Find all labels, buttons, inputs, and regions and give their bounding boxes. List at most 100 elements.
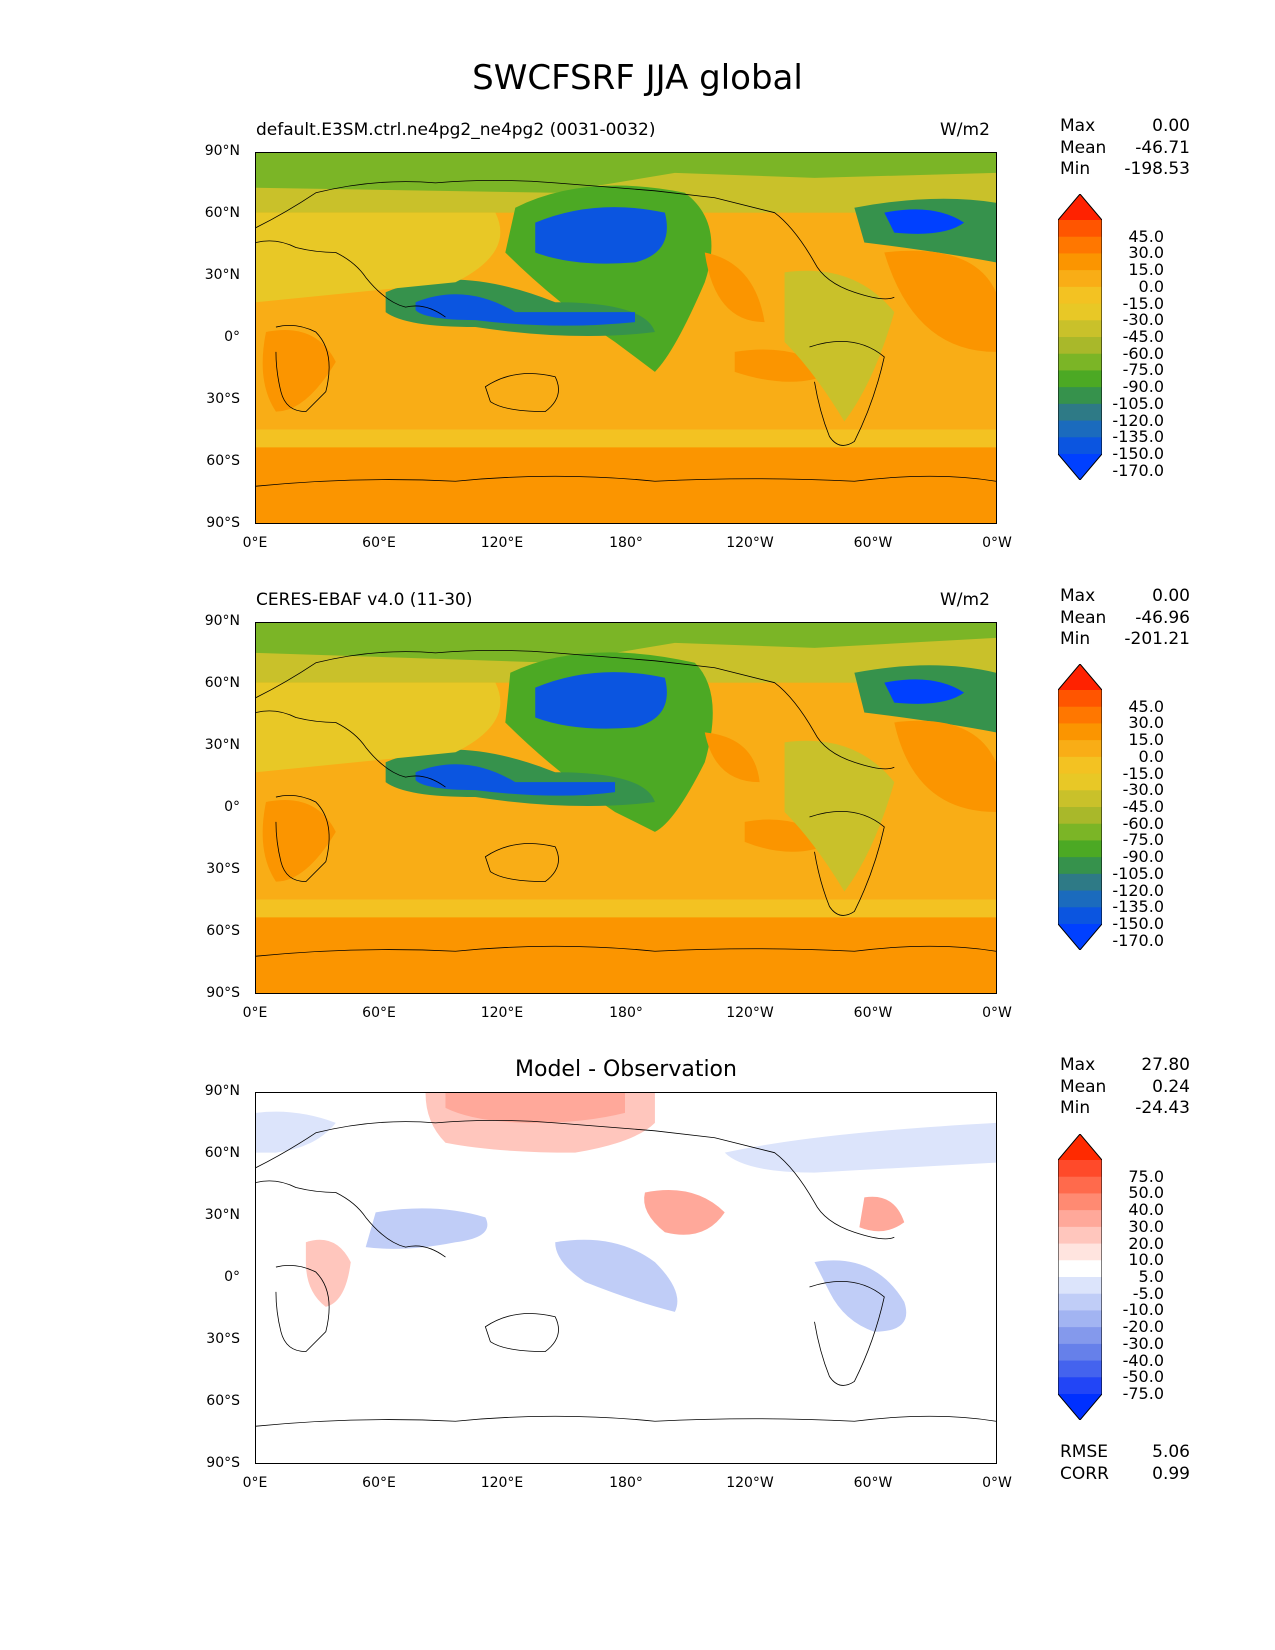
stat-label: Mean	[1060, 607, 1107, 628]
colorbar-segment	[1058, 740, 1102, 758]
lon-label: 0°W	[982, 535, 1012, 551]
colorbar-tick-label: -40.0	[1122, 1350, 1164, 1370]
colorbar-segment	[1058, 1327, 1102, 1345]
colorbar-segment	[1058, 890, 1102, 908]
colorbar-tick-label: -15.0	[1122, 763, 1164, 783]
stat-min: -198.53	[1124, 159, 1190, 179]
colorbar-diff	[1058, 1134, 1102, 1420]
field-eurasia-land	[256, 212, 501, 303]
colorbar-tick-label: -170.0	[1112, 460, 1164, 480]
stat-label: Max	[1060, 586, 1096, 606]
stat-label: Min	[1060, 1098, 1091, 1118]
colorbar-segment	[1058, 840, 1102, 858]
colorbar-segment	[1058, 1260, 1102, 1278]
stat-max: 0.00	[1152, 586, 1190, 606]
colorbar-segment	[1058, 303, 1102, 321]
metrics: RMSE 5.06 CORR 0.99	[1060, 1442, 1190, 1485]
field-negative-patch	[365, 1208, 488, 1249]
field-warm-pool-core	[415, 764, 616, 796]
colorbar-svg	[1058, 1134, 1102, 1420]
field-sepac-subtropical	[734, 349, 835, 382]
map-obs[interactable]	[255, 622, 997, 994]
colorbar-segment	[1058, 1160, 1102, 1178]
stat-label: Mean	[1060, 137, 1107, 158]
field-eurasia-land	[256, 682, 501, 773]
colorbar-segment	[1058, 270, 1102, 288]
lon-label: 180°	[609, 1475, 643, 1491]
colorbar-tick-label: -30.0	[1122, 780, 1164, 800]
stat-label: Max	[1060, 1055, 1096, 1075]
lon-label: 0°E	[242, 1005, 268, 1021]
colorbar-segment	[1058, 1176, 1102, 1194]
colorbar-extend-bottom	[1058, 924, 1102, 950]
lat-label: 60°N	[204, 675, 240, 691]
metric-rmse: 5.06	[1152, 1442, 1190, 1462]
stat-mean: -46.71	[1135, 137, 1190, 158]
stats-model: Max 0.00 Mean -46.71 Min -198.53	[1060, 116, 1190, 181]
colorbar-segment	[1058, 823, 1102, 841]
map-obs-field	[256, 623, 996, 993]
lat-label: 60°S	[206, 1393, 240, 1409]
coastlines	[256, 1119, 996, 1427]
field-npac-subtropical	[704, 732, 760, 783]
colorbar-tick-label: -50.0	[1122, 1367, 1164, 1387]
colorbar-tick-label: -60.0	[1122, 343, 1164, 363]
field-natl-subtropical	[894, 720, 996, 812]
colorbar-segment	[1058, 807, 1102, 825]
field-natl-cloud-core	[884, 679, 965, 704]
colorbar-tick-label: -120.0	[1112, 880, 1164, 900]
field-npac-subtropical	[704, 252, 765, 323]
colorbar-segment	[1058, 773, 1102, 791]
lon-label: 120°W	[726, 1475, 774, 1491]
colorbar-tick-label: -5.0	[1132, 1283, 1164, 1303]
lat-label: 60°N	[204, 1145, 240, 1161]
colorbar-tick-label: -90.0	[1122, 377, 1164, 397]
lon-label: 60°E	[362, 535, 396, 551]
colorbar-tick-label: 45.0	[1128, 696, 1164, 716]
field-positive-patch	[644, 1189, 725, 1235]
stat-label: Mean	[1060, 1076, 1107, 1097]
lat-label: 90°N	[204, 143, 240, 159]
stat-label: Min	[1060, 159, 1091, 179]
stat-label: Max	[1060, 116, 1096, 136]
colorbar-tick-label: 0.0	[1138, 746, 1164, 766]
colorbar-segment	[1058, 403, 1102, 422]
field-sepac-subtropical	[744, 819, 835, 852]
colorbar-extend-bottom	[1058, 1394, 1102, 1420]
lon-label: 120°W	[726, 535, 774, 551]
colorbar-tick-label: -20.0	[1122, 1317, 1164, 1337]
colorbar-tick-label: 15.0	[1128, 730, 1164, 750]
lon-label: 60°E	[362, 1475, 396, 1491]
lon-label: 60°W	[853, 1005, 893, 1021]
lat-label: 90°N	[204, 1083, 240, 1099]
metric-corr: 0.99	[1152, 1463, 1190, 1484]
field-antarctica	[256, 447, 996, 523]
colorbar-segment	[1058, 1310, 1102, 1328]
map-model-field	[256, 153, 996, 523]
colorbar-segment	[1058, 1277, 1102, 1295]
colorbar-segment	[1058, 387, 1102, 405]
colorbar-segment	[1058, 1210, 1102, 1228]
lat-label: 90°S	[206, 515, 240, 531]
map-model[interactable]	[255, 152, 997, 524]
field-arctic-positive-core	[445, 1093, 626, 1123]
colorbar-segment	[1058, 1293, 1102, 1311]
panel-model-title: default.E3SM.ctrl.ne4pg2_ne4pg2 (0031-00…	[256, 120, 656, 140]
lon-label: 60°W	[853, 535, 893, 551]
stat-mean: 0.24	[1152, 1076, 1190, 1097]
field-southern-ocean-band	[256, 899, 996, 918]
colorbar-segment	[1058, 873, 1102, 892]
colorbar-segment	[1058, 320, 1102, 338]
colorbar-tick-label: -105.0	[1112, 393, 1164, 413]
map-diff[interactable]	[255, 1092, 997, 1464]
lon-label: 0°E	[242, 535, 268, 551]
stats-diff: Max 27.80 Mean 0.24 Min -24.43	[1060, 1055, 1190, 1120]
colorbar-tick-label: 30.0	[1128, 1216, 1164, 1236]
lon-label: 120°E	[480, 1475, 524, 1491]
colorbar-tick-label: 5.0	[1138, 1267, 1164, 1286]
colorbar-segment	[1058, 756, 1102, 775]
page-title: SWCFSRF JJA global	[472, 58, 803, 98]
field-positive-patch	[305, 1239, 351, 1307]
colorbar-segment	[1058, 353, 1102, 371]
panel-model-units: W/m2	[940, 120, 990, 140]
